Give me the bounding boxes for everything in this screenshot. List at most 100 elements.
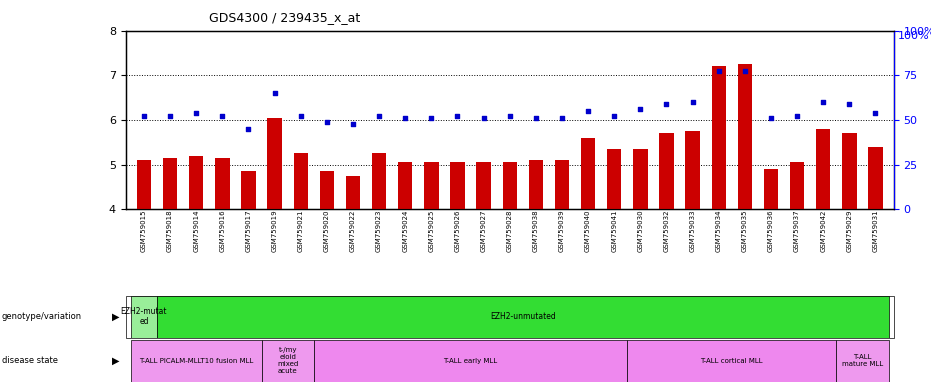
Text: T-ALL early MLL: T-ALL early MLL: [443, 358, 498, 364]
Bar: [398, 162, 412, 209]
Bar: [763, 169, 778, 209]
Text: GSM759022: GSM759022: [350, 209, 356, 252]
Bar: [581, 138, 595, 209]
Point: [842, 101, 857, 108]
Point: [241, 126, 256, 132]
Text: T-ALL PICALM-MLLT10 fusion MLL: T-ALL PICALM-MLLT10 fusion MLL: [139, 358, 253, 364]
Bar: [262, 340, 314, 382]
Bar: [737, 64, 752, 209]
Text: GSM759028: GSM759028: [506, 209, 513, 252]
Bar: [425, 162, 439, 209]
Text: GSM759023: GSM759023: [376, 209, 382, 252]
Bar: [503, 162, 517, 209]
Text: GSM759042: GSM759042: [820, 209, 826, 252]
Bar: [137, 160, 151, 209]
Point: [215, 113, 230, 119]
Point: [633, 106, 648, 112]
Text: GSM759032: GSM759032: [664, 209, 669, 252]
Bar: [627, 340, 836, 382]
Bar: [711, 66, 726, 209]
Text: T-ALL cortical MLL: T-ALL cortical MLL: [700, 358, 763, 364]
Point: [345, 121, 360, 127]
Text: GSM759036: GSM759036: [768, 209, 774, 252]
Text: GSM759015: GSM759015: [141, 209, 147, 252]
Bar: [685, 131, 700, 209]
Text: 100%: 100%: [897, 31, 929, 41]
Text: GSM759030: GSM759030: [638, 209, 643, 252]
Point: [607, 113, 622, 119]
Bar: [869, 147, 883, 209]
Bar: [314, 340, 627, 382]
Text: GSM759016: GSM759016: [220, 209, 225, 252]
Point: [450, 113, 465, 119]
Text: GDS4300 / 239435_x_at: GDS4300 / 239435_x_at: [209, 12, 360, 25]
Text: GSM759018: GSM759018: [167, 209, 173, 252]
Point: [503, 113, 518, 119]
Bar: [163, 158, 177, 209]
Bar: [816, 129, 830, 209]
Text: GSM759038: GSM759038: [533, 209, 539, 252]
Bar: [451, 162, 465, 209]
Bar: [633, 149, 648, 209]
Bar: [189, 156, 203, 209]
Bar: [836, 340, 888, 382]
Point: [581, 108, 596, 114]
Point: [789, 113, 804, 119]
Text: GSM759039: GSM759039: [559, 209, 565, 252]
Bar: [293, 154, 308, 209]
Text: GSM759040: GSM759040: [585, 209, 591, 252]
Bar: [789, 162, 804, 209]
Bar: [555, 160, 569, 209]
Text: GSM759027: GSM759027: [480, 209, 487, 252]
Point: [868, 110, 883, 116]
Bar: [241, 171, 256, 209]
Point: [711, 68, 726, 74]
Text: GSM759035: GSM759035: [742, 209, 748, 252]
Text: GSM759020: GSM759020: [324, 209, 330, 252]
Text: GSM759014: GSM759014: [194, 209, 199, 252]
Point: [137, 113, 152, 119]
Text: GSM759037: GSM759037: [794, 209, 800, 252]
Text: EZH2-mutat
ed: EZH2-mutat ed: [121, 307, 168, 326]
Text: GSM759033: GSM759033: [690, 209, 695, 252]
Bar: [371, 154, 386, 209]
Point: [163, 113, 178, 119]
Point: [267, 90, 282, 96]
Point: [476, 115, 491, 121]
Bar: [529, 160, 543, 209]
Point: [319, 119, 334, 125]
Text: GSM759025: GSM759025: [428, 209, 435, 252]
Point: [529, 115, 544, 121]
Text: genotype/variation: genotype/variation: [2, 312, 82, 321]
Point: [555, 115, 570, 121]
Point: [293, 113, 308, 119]
Text: GSM759017: GSM759017: [246, 209, 251, 252]
Text: GSM759041: GSM759041: [612, 209, 617, 252]
Text: t-/my
eloid
mixed
acute: t-/my eloid mixed acute: [277, 348, 298, 374]
Bar: [843, 133, 857, 209]
Point: [371, 113, 386, 119]
Text: GSM759019: GSM759019: [272, 209, 277, 252]
Point: [685, 99, 700, 105]
Bar: [267, 118, 282, 209]
Bar: [131, 340, 262, 382]
Bar: [319, 171, 334, 209]
Text: GSM759024: GSM759024: [402, 209, 408, 252]
Bar: [607, 149, 621, 209]
Text: GSM759031: GSM759031: [872, 209, 879, 252]
Point: [737, 68, 752, 74]
Text: GSM759026: GSM759026: [454, 209, 461, 252]
Point: [424, 115, 439, 121]
Point: [398, 115, 412, 121]
Text: ▶: ▶: [112, 356, 119, 366]
Point: [816, 99, 830, 105]
Bar: [215, 158, 230, 209]
Text: disease state: disease state: [2, 356, 58, 366]
Text: ▶: ▶: [112, 312, 119, 322]
Bar: [131, 296, 157, 338]
Text: GSM759021: GSM759021: [298, 209, 304, 252]
Text: GSM759034: GSM759034: [716, 209, 722, 252]
Text: GSM759029: GSM759029: [846, 209, 853, 252]
Bar: [659, 133, 674, 209]
Point: [189, 110, 204, 116]
